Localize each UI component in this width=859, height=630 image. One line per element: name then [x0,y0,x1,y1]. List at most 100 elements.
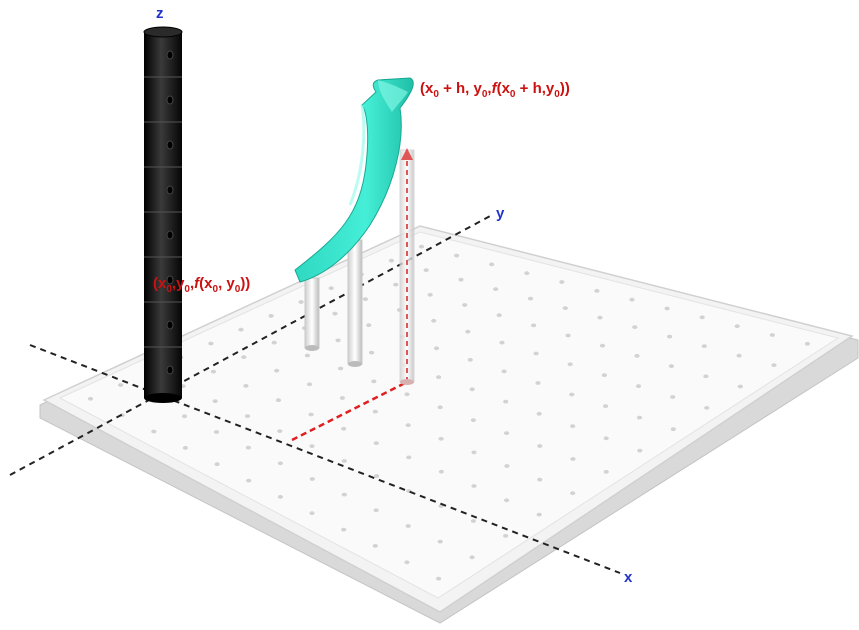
peg-hole [277,495,283,499]
peg-hole [471,484,477,488]
peg-hole [489,262,495,267]
x-axis-label: x [624,569,633,586]
peg-hole [734,324,740,329]
y-axis-label: y [496,205,505,222]
peg-hole [632,325,638,329]
peg-hole [469,387,475,392]
peg-hole [366,323,372,328]
post-at-x0-y0 [304,277,320,351]
point-label-x0-plus-h: (x0 + h, y0,f(x0 + h,y0)) [420,80,570,100]
peg-hole [332,311,338,316]
column-hole [166,140,174,150]
peg-hole [406,455,412,460]
peg-hole [703,374,709,379]
peg-hole [298,300,304,304]
peg-hole [341,459,347,463]
peg-hole [277,461,283,466]
post-at-x0-plus-h [399,148,415,385]
peg-hole [701,344,707,348]
column-hole [166,275,174,285]
column-hole [166,230,174,240]
peg-hole [275,398,282,403]
peg-hole [388,258,394,263]
peg-hole [670,395,676,399]
peg-hole [503,399,509,404]
peg-hole [393,282,399,287]
peg-hole [369,350,375,355]
z-axis-label: z [156,5,164,22]
peg-hole [531,323,537,328]
peg-hole [328,286,334,291]
peg-hole [570,424,576,428]
peg-hole [437,405,443,410]
peg-hole [405,524,411,528]
peg-hole [374,474,380,478]
peg-hole [213,430,220,434]
peg-hole [559,280,565,284]
peg-hole [373,441,379,445]
peg-hole [87,396,94,401]
peg-hole [465,329,471,334]
peg-hole [664,306,670,311]
peg-hole [496,313,502,318]
peg-hole [341,492,347,497]
peg-hole [341,426,347,431]
peg-hole [469,555,475,560]
peg-hole [181,414,188,419]
peg-hole [304,353,310,358]
column-hole [166,50,174,60]
peg-hole [570,491,576,496]
peg-hole [243,384,249,388]
peg-hole [339,396,345,400]
peg-hole [182,446,188,450]
peg-hole [504,431,510,435]
peg-hole [499,340,505,345]
peg-hole [210,369,216,374]
post-middle [347,239,363,367]
h-step-dashed-line [291,381,406,442]
peg-hole [537,444,543,448]
z-axis-column [143,26,183,403]
peg-hole [118,383,124,387]
peg-hole [771,363,777,368]
column-hole [166,365,174,375]
peg-hole [603,404,609,408]
support-posts [304,148,415,385]
peg-hole [436,375,442,379]
peg-hole [565,333,571,338]
peg-hole [470,418,476,423]
peg-hole [594,289,600,293]
peg-hole [423,268,429,272]
peg-hole [570,457,576,461]
peg-hole [471,450,477,455]
peg-hole [371,379,377,384]
peg-hole [335,338,341,343]
peg-hole [458,277,464,282]
peg-hole [537,477,543,482]
peg-hole [274,368,280,373]
peg-hole [241,355,247,359]
peg-hole [667,334,673,339]
pegboard [39,225,859,624]
peg-hole [597,315,603,320]
peg-hole [405,423,411,428]
peg-hole [238,327,244,332]
peg-hole [427,292,433,297]
peg-hole [504,498,510,503]
peg-hole [277,429,283,433]
peg-hole [373,508,379,513]
peg-hole [603,470,609,474]
peg-hole [437,539,443,544]
peg-hole [536,411,542,416]
peg-hole [208,341,214,346]
peg-hole [804,341,811,346]
peg-hole [704,406,710,410]
peg-hole [212,399,218,403]
increment-guide [291,381,406,442]
peg-hole [268,314,274,318]
peg-hole [601,373,608,378]
peg-hole [372,409,378,414]
peg-hole [244,414,251,418]
surface-curve [294,77,414,283]
